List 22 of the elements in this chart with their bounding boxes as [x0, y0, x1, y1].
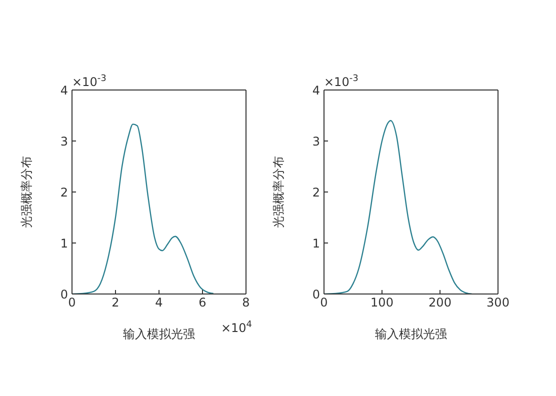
- x-tick-label: 6: [198, 296, 206, 310]
- x-tick-label: 4: [155, 296, 163, 310]
- x-tick-label: 2: [112, 296, 120, 310]
- text: ×10$^{-3}$: [72, 74, 106, 89]
- y-tick-label: 3: [60, 134, 68, 148]
- y-axis-title: 光强概率分布: [19, 156, 34, 228]
- y-tick-label: 4: [312, 83, 320, 98]
- y-tick-label: 3: [312, 134, 320, 148]
- y-tick-label: 4: [60, 83, 68, 98]
- y-tick-label: 1: [312, 236, 320, 250]
- x-axis-title: 输入模拟光强: [375, 327, 447, 341]
- y-tick-label: 2: [312, 185, 320, 200]
- y-tick-label: 1: [60, 236, 68, 250]
- text: ×10$^{4}$: [220, 320, 252, 335]
- x-axis-title: 输入模拟光强: [123, 327, 195, 341]
- x-tick-label: 8: [242, 296, 250, 310]
- y-axis-title: 光强概率分布: [271, 156, 286, 228]
- y-tick-label: 2: [60, 185, 68, 200]
- x-tick-label: 100: [370, 296, 394, 310]
- x-tick-label: 200: [428, 296, 452, 310]
- x-tick-label: 300: [486, 296, 510, 310]
- text: ×10$^{-3}$: [324, 74, 358, 89]
